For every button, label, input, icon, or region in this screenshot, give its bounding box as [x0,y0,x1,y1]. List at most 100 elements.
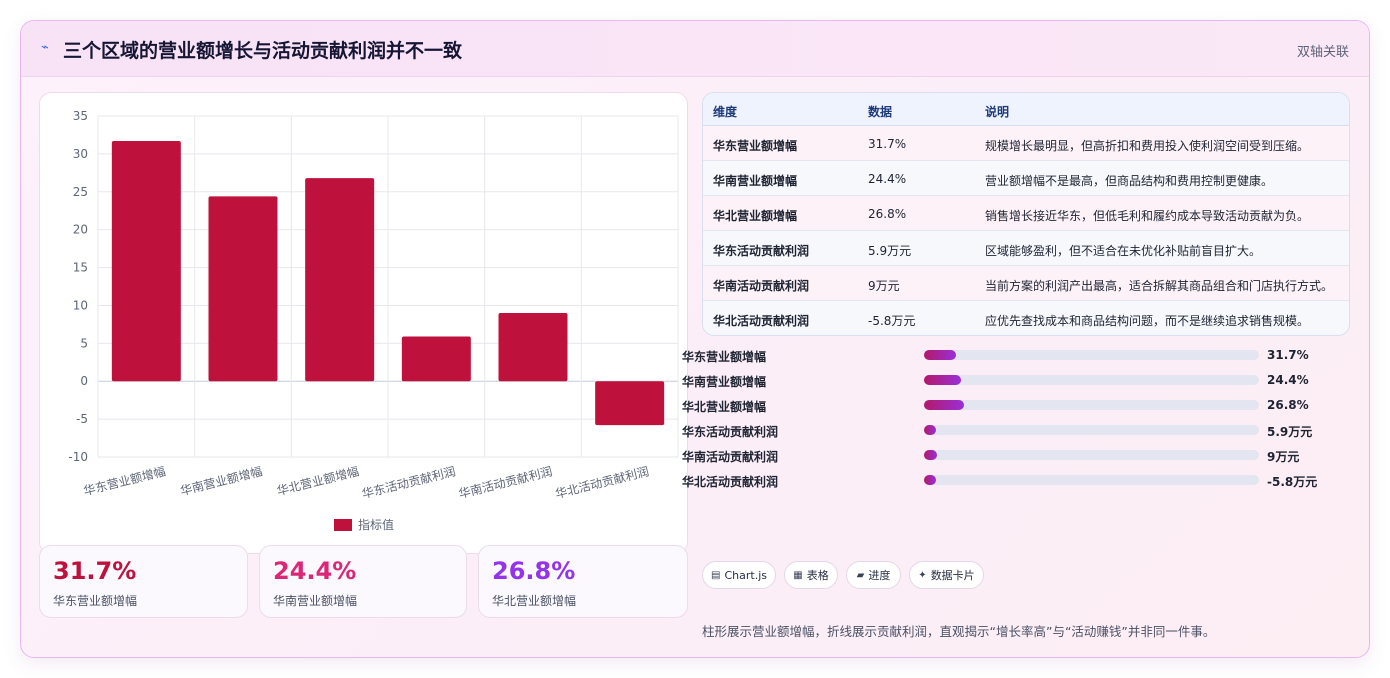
progress-label: 华东营业额增幅 [682,350,767,364]
table-row: 华北活动贡献利润 -5.8万元 应优先查找成本和商品结构问题，而不是继续追求销售… [703,301,1349,335]
table-header-cell: 数据 [868,105,893,119]
y-tick-label: 30 [73,147,88,161]
table-header: 维度 数据 说明 [703,93,1349,126]
progress-fill [924,450,938,460]
stat-label: 华北营业额增幅 [492,594,577,608]
table-cell: 31.7% [868,137,907,151]
progress-track [924,350,1259,360]
table-cell: 应优先查找成本和商品结构问题，而不是继续追求销售规模。 [985,314,1310,328]
table-cell: 华北活动贡献利润 [713,314,810,328]
progress-fill [924,475,936,485]
x-tick-label: 华北营业额增幅 [275,463,360,498]
y-tick-label: -10 [68,450,88,464]
progress-icon: ▰ [856,569,865,581]
sparkle-icon: ✦ [918,569,927,581]
table-cell: 华东营业额增幅 [713,139,798,153]
stat-label: 华南营业额增幅 [273,594,358,608]
table-cell: 9万元 [868,279,900,293]
chip-data-cards[interactable]: ✦ 数据卡片 [909,561,984,589]
progress-label: 华南活动贡献利润 [682,450,779,464]
table-row: 华南活动贡献利润 9万元 当前方案的利润产出最高，适合拆解其商品组合和门店执行方… [703,266,1349,301]
stat-card-3: 26.8% 华北营业额增幅 [478,545,688,618]
table-cell: 营业额增幅不是最高，但商品结构和费用控制更健康。 [985,174,1274,188]
x-tick-label: 华东活动贡献利润 [360,463,457,501]
progress-fill [924,350,956,360]
table-row: 华南营业额增幅 24.4% 营业额增幅不是最高，但商品结构和费用控制更健康。 [703,161,1349,196]
stat-card-2: 24.4% 华南营业额增幅 [259,545,467,618]
table-cell: 规模增长最明显，但高折扣和费用投入使利润空间受到压缩。 [985,139,1310,153]
chip-progress[interactable]: ▰ 进度 [846,561,901,589]
x-tick-label: 华南活动贡献利润 [457,463,554,501]
lightning-icon: ⌁ [41,40,49,55]
chip-label: 表格 [806,569,829,582]
table-cell: 销售增长接近华东，但低毛利和履约成本导致活动贡献为负。 [985,209,1310,223]
table-row: 华东活动贡献利润 5.9万元 区域能够盈利，但不适合在未优化补贴前盲目扩大。 [703,231,1349,266]
progress-label: 华北营业额增幅 [682,400,767,414]
progress-track [924,425,1259,435]
progress-label: 华东活动贡献利润 [682,425,779,439]
table-header-cell: 说明 [985,105,1010,119]
progress-track [924,475,1259,485]
table-cell: 当前方案的利润产出最高，适合拆解其商品组合和门店执行方式。 [985,279,1334,293]
y-tick-label: 15 [73,261,88,275]
table-cell: 华北营业额增幅 [713,209,798,223]
stat-card-1: 31.7% 华东营业额增幅 [39,545,248,618]
progress-value: 24.4% [1267,373,1309,387]
x-tick-label: 华北活动贡献利润 [554,463,651,501]
y-tick-label: -5 [76,412,88,426]
legend-label: 指标值 [358,517,394,532]
progress-track [924,375,1259,385]
y-tick-label: 20 [73,223,88,237]
table-cell: 26.8% [868,207,907,221]
y-tick-label: 0 [80,374,88,388]
table-cell: -5.8万元 [868,314,916,328]
y-tick-label: 10 [73,298,88,312]
progress-fill [924,400,965,410]
progress-value: -5.8万元 [1267,475,1318,489]
stat-value: 31.7% [53,557,137,585]
stat-value: 24.4% [273,557,357,585]
x-tick-label: 华东营业额增幅 [82,463,167,498]
x-tick-label: 华南营业额增幅 [179,463,264,498]
progress-label: 华南营业额增幅 [682,375,767,389]
progress-value: 9万元 [1267,450,1300,464]
table-header-cell: 维度 [713,105,738,119]
y-tick-label: 5 [80,336,88,350]
progress-track [924,450,1259,460]
table-cell: 华南活动贡献利润 [713,279,810,293]
table-icon: ▦ [793,569,803,581]
chip-chartjs[interactable]: ▤ Chart.js [702,561,776,589]
chip-label: 进度 [868,569,891,582]
y-tick-label: 35 [73,109,88,123]
progress-value: 26.8% [1267,398,1309,412]
chart-icon: ▤ [711,569,721,581]
stat-label: 华东营业额增幅 [53,594,138,608]
bar [305,178,375,382]
page-title: 三个区域的营业额增长与活动贡献利润并不一致 [63,40,463,62]
table-cell: 24.4% [868,172,907,186]
progress-fill [924,425,936,435]
progress-label: 华北活动贡献利润 [682,475,779,489]
legend-swatch [334,519,352,531]
bar [595,381,665,426]
chip-label: Chart.js [724,568,767,582]
stat-value: 26.8% [492,557,576,585]
card-header: ⌁ 三个区域的营业额增长与活动贡献利润并不一致 双轴关联 [21,21,1369,77]
bar [208,196,278,382]
table-row: 华东营业额增幅 31.7% 规模增长最明显，但高折扣和费用投入使利润空间受到压缩… [703,126,1349,161]
table-cell: 华东活动贡献利润 [713,244,810,258]
chart-panel: 35 30 25 20 15 10 5 0 -5 -10 华东营业额增幅 华南营业额增幅 华北营业额增幅… [39,92,688,554]
table-cell: 区域能够盈利，但不适合在未优化补贴前盲目扩大。 [985,244,1262,258]
progress-value: 5.9万元 [1267,425,1313,439]
chip-table[interactable]: ▦ 表格 [784,561,838,589]
header-tag: 双轴关联 [1296,45,1349,60]
bar [111,141,181,382]
progress-fill [924,375,961,385]
footnote: 柱形展示营业额增幅，折线展示贡献利润，直观揭示“增长率高”与“活动赚钱”并非同一… [702,624,1216,639]
bar [401,336,471,382]
table-cell: 5.9万元 [868,244,912,258]
table-row: 华北营业额增幅 26.8% 销售增长接近华东，但低毛利和履约成本导致活动贡献为负… [703,196,1349,231]
chip-label: 数据卡片 [930,569,975,582]
progress-track [924,400,1259,410]
